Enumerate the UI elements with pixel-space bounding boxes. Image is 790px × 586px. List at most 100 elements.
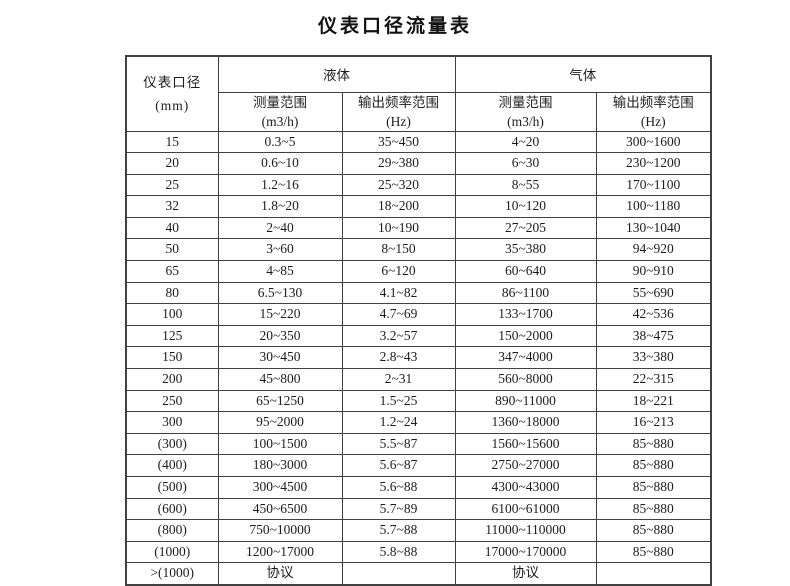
cell-liquid-freq: 5.6~88 — [341, 476, 456, 499]
cell-gas-freq: 18~221 — [595, 389, 712, 413]
header-gas-measure-unit: (m3/h) — [507, 113, 544, 129]
cell-diameter: 25 — [125, 173, 219, 197]
table-row: (400) 180~3000 5.6~87 2750~27000 85~880 — [125, 454, 712, 477]
cell-liquid-measure: 45~800 — [217, 368, 343, 391]
cell-liquid-freq: 10~190 — [341, 216, 456, 240]
cell-diameter: 150 — [125, 346, 219, 370]
cell-liquid-measure: 2~40 — [217, 216, 343, 240]
cell-diameter: 15 — [125, 130, 219, 154]
cell-liquid-freq: 2~31 — [341, 368, 456, 391]
cell-gas-measure: 890~11000 — [454, 389, 597, 413]
cell-liquid-freq: 5.7~88 — [341, 519, 456, 542]
table-row: 150 30~450 2.8~43 347~4000 33~380 — [125, 346, 712, 370]
cell-diameter: 40 — [125, 216, 219, 240]
cell-liquid-measure: 15~220 — [217, 303, 343, 326]
header-liquid-freq-unit: (Hz) — [386, 113, 411, 129]
header-liquid-measure-label: 测量范围 — [253, 94, 307, 110]
cell-diameter: (600) — [125, 497, 219, 521]
cell-gas-measure: 协议 — [454, 562, 597, 586]
cell-gas-freq: 85~880 — [595, 540, 712, 564]
cell-gas-freq: 16~213 — [595, 411, 712, 434]
cell-diameter: 65 — [125, 260, 219, 283]
cell-gas-freq: 85~880 — [595, 519, 712, 542]
cell-liquid-freq: 4.1~82 — [341, 281, 456, 305]
cell-liquid-measure: 95~2000 — [217, 411, 343, 434]
cell-liquid-freq: 1.5~25 — [341, 389, 456, 413]
cell-liquid-freq: 2.8~43 — [341, 346, 456, 370]
cell-gas-measure: 8~55 — [454, 173, 597, 197]
header-liquid-freq-label: 输出频率范围 — [358, 94, 439, 110]
cell-liquid-measure: 300~4500 — [217, 476, 343, 499]
cell-gas-freq: 85~880 — [595, 454, 712, 477]
cell-liquid-measure: 65~1250 — [217, 389, 343, 413]
header-liquid-measure-cell: 测量范围 (m3/h) — [217, 91, 343, 132]
cell-gas-measure: 150~2000 — [454, 324, 597, 348]
cell-gas-measure: 6~30 — [454, 152, 597, 175]
cell-diameter: (500) — [125, 476, 219, 499]
cell-liquid-freq: 1.2~24 — [341, 411, 456, 434]
table-row: 32 1.8~20 18~200 10~120 100~1180 — [125, 195, 712, 218]
cell-liquid-freq: 5.8~88 — [341, 540, 456, 564]
cell-gas-measure: 2750~27000 — [454, 454, 597, 477]
cell-gas-measure: 60~640 — [454, 260, 597, 283]
cell-liquid-freq: 8~150 — [341, 238, 456, 262]
cell-liquid-measure: 1200~17000 — [217, 540, 343, 564]
table-row: 50 3~60 8~150 35~380 94~920 — [125, 238, 712, 262]
cell-gas-measure: 17000~170000 — [454, 540, 597, 564]
cell-liquid-freq: 25~320 — [341, 173, 456, 197]
header-gas-freq-unit: (Hz) — [640, 113, 666, 129]
table-row: 100 15~220 4.7~69 133~1700 42~536 — [125, 303, 712, 326]
cell-gas-measure: 1360~18000 — [454, 411, 597, 434]
header-diameter-cell: 仪表口径 (mm) — [125, 55, 219, 132]
cell-liquid-measure: 协议 — [217, 562, 343, 586]
table-header: 仪表口径 (mm) 液体 气体 测量范围 (m3/h) 输出频率范围 (Hz) … — [125, 55, 712, 132]
table-body: 15 0.3~5 35~450 4~20 300~1600 20 0.6~10 29~380 6… — [125, 130, 712, 586]
cell-gas-measure: 1560~15600 — [454, 432, 597, 456]
cell-diameter: 50 — [125, 238, 219, 262]
cell-liquid-freq: 6~120 — [341, 260, 456, 283]
cell-gas-measure: 4300~43000 — [454, 476, 597, 499]
table-row: (600) 450~6500 5.7~89 6100~61000 85~880 — [125, 497, 712, 521]
header-gas-measure-label: 测量范围 — [498, 94, 553, 110]
cell-liquid-freq: 35~450 — [341, 130, 456, 154]
cell-gas-measure: 86~1100 — [454, 281, 597, 305]
table-row: 80 6.5~130 4.1~82 86~1100 55~690 — [125, 281, 712, 305]
cell-gas-measure: 133~1700 — [454, 303, 597, 326]
cell-gas-freq: 94~920 — [595, 238, 712, 262]
cell-gas-measure: 347~4000 — [454, 346, 597, 370]
cell-liquid-measure: 3~60 — [217, 238, 343, 262]
table-row: >(1000) 协议 协议 — [125, 562, 712, 586]
cell-gas-measure: 10~120 — [454, 195, 597, 218]
cell-liquid-freq — [341, 562, 456, 586]
cell-gas-measure: 4~20 — [454, 130, 597, 154]
cell-gas-measure: 35~380 — [454, 238, 597, 262]
cell-diameter: (1000) — [125, 540, 219, 564]
cell-liquid-measure: 100~1500 — [217, 432, 343, 456]
table-row: 200 45~800 2~31 560~8000 22~315 — [125, 368, 712, 391]
table-row: 40 2~40 10~190 27~205 130~1040 — [125, 216, 712, 240]
cell-gas-measure: 560~8000 — [454, 368, 597, 391]
cell-liquid-measure: 750~10000 — [217, 519, 343, 542]
header-diameter-unit: (mm) — [155, 97, 190, 113]
header-gas-freq-label: 输出频率范围 — [612, 94, 694, 110]
cell-gas-freq: 42~536 — [595, 303, 712, 326]
page-title: 仪表口径流量表 — [317, 16, 472, 37]
cell-liquid-measure: 20~350 — [217, 324, 343, 348]
cell-diameter: (300) — [125, 432, 219, 456]
cell-liquid-measure: 180~3000 — [217, 454, 343, 477]
cell-diameter: 32 — [125, 195, 219, 218]
table-row: (800) 750~10000 5.7~88 11000~110000 85~880 — [125, 519, 712, 542]
cell-gas-freq: 85~880 — [595, 432, 712, 456]
table-row: (500) 300~4500 5.6~88 4300~43000 85~880 — [125, 476, 712, 499]
header-group-row: 仪表口径 (mm) 液体 气体 — [125, 55, 712, 132]
table-row: 20 0.6~10 29~380 6~30 230~1200 — [125, 152, 712, 175]
cell-gas-freq: 130~1040 — [595, 216, 712, 240]
cell-gas-freq: 38~475 — [595, 324, 712, 348]
cell-liquid-measure: 0.6~10 — [217, 152, 343, 175]
table-row: 250 65~1250 1.5~25 890~11000 18~221 — [125, 389, 712, 413]
cell-gas-freq: 300~1600 — [595, 130, 712, 154]
cell-diameter: >(1000) — [125, 562, 219, 586]
table-row: 125 20~350 3.2~57 150~2000 38~475 — [125, 324, 712, 348]
cell-diameter: 125 — [125, 324, 219, 348]
